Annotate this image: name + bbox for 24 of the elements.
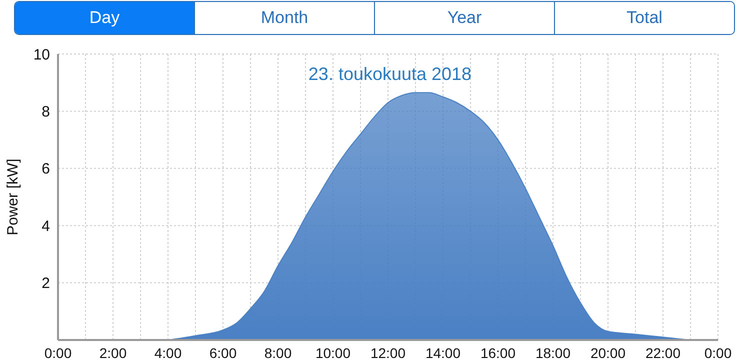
x-tick-label: 18:00 bbox=[535, 344, 571, 361]
x-tick-label: 10:00 bbox=[315, 344, 351, 361]
x-tick-label: 16:00 bbox=[480, 344, 516, 361]
x-tick-label: 12:00 bbox=[370, 344, 406, 361]
x-tick-label: 4:00 bbox=[154, 344, 182, 361]
x-tick-label: 20:00 bbox=[590, 344, 626, 361]
y-tick-label: 8 bbox=[42, 104, 50, 121]
x-tick-label: 2:00 bbox=[99, 344, 127, 361]
x-tick-label: 0:00 bbox=[704, 344, 732, 361]
x-tick-label: 8:00 bbox=[264, 344, 292, 361]
text: Total bbox=[554, 2, 734, 34]
y-tick-label: 4 bbox=[42, 218, 50, 235]
x-tick-label: 0:00 bbox=[44, 344, 72, 361]
text: 23. toukokuuta 2018 bbox=[308, 64, 472, 84]
y-tick-label: 2 bbox=[42, 275, 50, 292]
x-tick-label: 14:00 bbox=[425, 344, 461, 361]
y-tick-label: 10 bbox=[33, 46, 50, 64]
x-tick-label: 22:00 bbox=[645, 344, 681, 361]
text: Day bbox=[15, 2, 194, 34]
text: Month bbox=[194, 2, 374, 34]
x-tick-label: 6:00 bbox=[209, 344, 237, 361]
y-tick-label: 6 bbox=[42, 160, 50, 178]
y-axis-title: Power [kW] bbox=[4, 158, 22, 236]
text: Year bbox=[374, 2, 554, 34]
